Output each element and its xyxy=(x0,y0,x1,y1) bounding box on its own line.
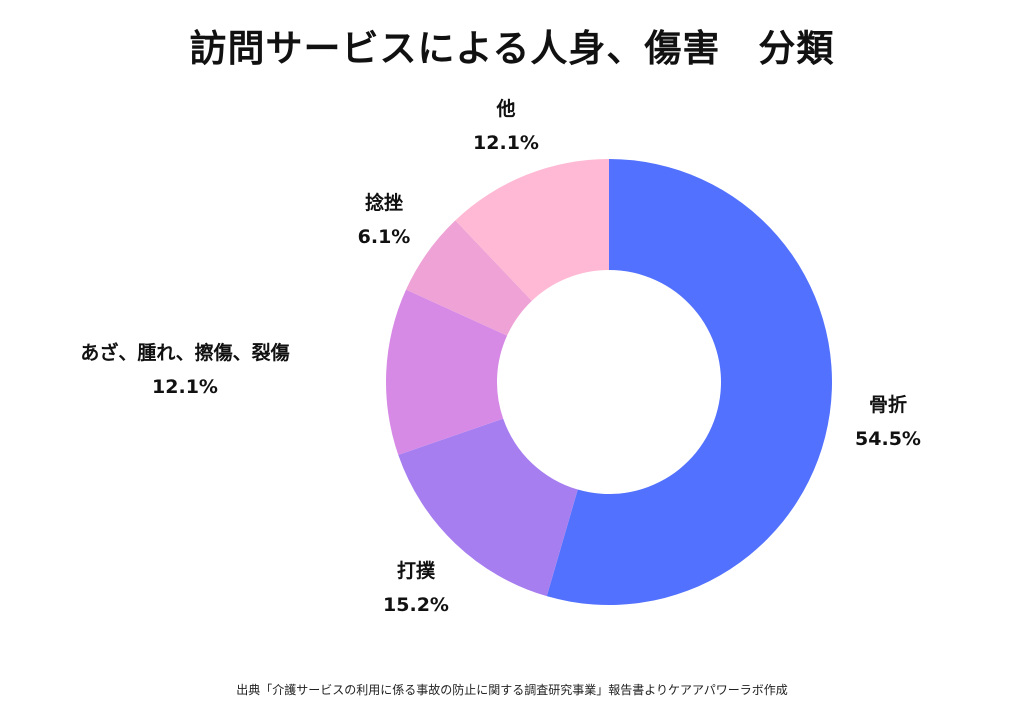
chart-title: 訪問サービスによる人身、傷害 分類 xyxy=(189,27,835,70)
slice-label-contusion: あざ、腫れ、擦傷、裂傷 12.1% xyxy=(30,336,340,404)
slice-fracture xyxy=(546,159,832,606)
slice-label-sprain: 捻挫 6.1% xyxy=(334,186,434,254)
slice-label-fracture: 骨折 54.5% xyxy=(838,388,938,456)
value-label: 12.1% xyxy=(152,376,218,398)
category-label: 他 xyxy=(496,98,516,120)
value-label: 54.5% xyxy=(855,428,921,450)
value-label: 12.1% xyxy=(473,132,539,154)
slice-other xyxy=(455,159,609,301)
value-label: 6.1% xyxy=(357,226,411,248)
value-label: 15.2% xyxy=(383,594,449,616)
slice-sprain xyxy=(406,220,532,336)
category-label: 骨折 xyxy=(868,394,907,416)
category-label: あざ、腫れ、擦傷、裂傷 xyxy=(80,342,290,364)
slice-label-other: 他 12.1% xyxy=(456,92,556,160)
category-label: 打撲 xyxy=(396,560,435,582)
category-label: 捻挫 xyxy=(364,192,403,214)
source-note: 出典「介護サービスの利用に係る事故の防止に関する調査研究事業」報告書よりケアアパ… xyxy=(236,683,788,697)
slice-label-bruise: 打撲 15.2% xyxy=(366,554,466,622)
slice-bruise xyxy=(398,418,578,597)
slice-contusion xyxy=(386,289,508,455)
